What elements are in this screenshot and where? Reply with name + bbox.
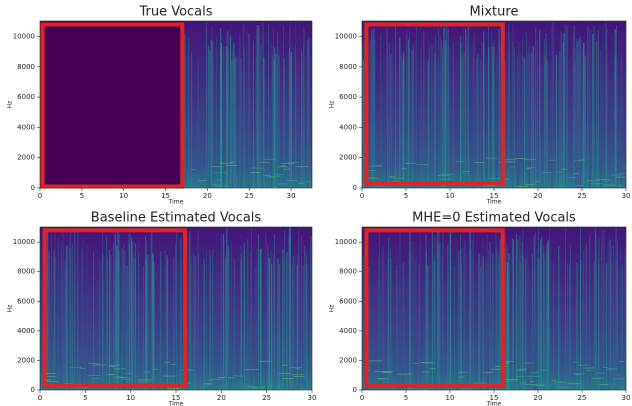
- x-tick-label: 10: [126, 394, 135, 402]
- x-tick-label: 0: [360, 192, 364, 200]
- x-tick-label: 20: [203, 192, 212, 200]
- y-tick-label: 6000: [17, 93, 35, 101]
- y-tick-label: 0: [353, 386, 357, 394]
- y-tick-label: 2000: [17, 154, 35, 162]
- y-tick-label: 4000: [339, 123, 357, 131]
- x-tick-label: 25: [578, 192, 587, 200]
- y-tick-label: 10000: [335, 33, 357, 41]
- x-tick-label: 20: [534, 394, 543, 402]
- x-tick-label: 25: [262, 394, 271, 402]
- spectrogram: [40, 21, 312, 188]
- title: Mixture: [470, 5, 519, 20]
- x-tick-label: 10: [446, 192, 455, 200]
- x-axis-label: Time: [168, 401, 184, 406]
- x-tick-label: 0: [38, 192, 42, 200]
- x-tick-label: 25: [245, 192, 254, 200]
- y-axis-label: Hz: [7, 305, 14, 313]
- x-tick-label: 25: [578, 394, 587, 402]
- x-tick-label: 0: [38, 394, 42, 402]
- y-tick-label: 4000: [17, 123, 35, 131]
- y-tick-label: 8000: [17, 63, 35, 71]
- x-tick-label: 5: [404, 192, 408, 200]
- y-axis-label: Hz: [329, 305, 336, 313]
- x-tick-label: 20: [534, 192, 543, 200]
- y-tick-label: 10000: [13, 33, 35, 41]
- y-tick-label: 4000: [339, 327, 357, 335]
- x-tick-label: 30: [622, 192, 631, 200]
- y-tick-label: 0: [31, 386, 35, 394]
- title: Baseline Estimated Vocals: [91, 211, 262, 226]
- x-tick-label: 30: [287, 192, 296, 200]
- y-tick-label: 8000: [339, 268, 357, 276]
- y-tick-label: 2000: [339, 154, 357, 162]
- y-tick-label: 10000: [335, 238, 357, 246]
- y-tick-label: 8000: [339, 63, 357, 71]
- y-tick-label: 10000: [13, 238, 35, 246]
- y-tick-label: 6000: [339, 93, 357, 101]
- x-tick-label: 10: [119, 192, 128, 200]
- y-tick-label: 2000: [17, 356, 35, 364]
- spectrogram: [362, 227, 627, 390]
- y-tick-label: 8000: [17, 268, 35, 276]
- y-axis-label: Hz: [7, 101, 14, 109]
- y-axis-label: Hz: [329, 101, 336, 109]
- x-tick-label: 30: [622, 394, 631, 402]
- spectrogram: [362, 21, 632, 188]
- x-tick-label: 5: [80, 192, 84, 200]
- y-tick-label: 6000: [339, 297, 357, 305]
- title: MHE=0 Estimated Vocals: [412, 211, 576, 226]
- spectrogram: [40, 227, 312, 390]
- y-tick-label: 0: [31, 184, 35, 192]
- x-axis-label: Time: [486, 199, 502, 206]
- x-axis-label: Time: [486, 401, 502, 406]
- x-tick-label: 5: [404, 394, 408, 402]
- y-tick-label: 0: [353, 184, 357, 192]
- y-tick-label: 6000: [17, 297, 35, 305]
- x-axis-label: Time: [168, 199, 184, 206]
- x-tick-label: 30: [308, 394, 317, 402]
- x-tick-label: 5: [83, 394, 87, 402]
- y-tick-label: 2000: [339, 356, 357, 364]
- x-tick-label: 20: [217, 394, 226, 402]
- x-tick-label: 0: [360, 394, 364, 402]
- silent-region: [40, 21, 182, 188]
- title: True Vocals: [138, 5, 212, 20]
- x-tick-label: 10: [446, 394, 455, 402]
- y-tick-label: 4000: [17, 327, 35, 335]
- figure: 0510152025300200040006000800010000True V…: [0, 0, 632, 406]
